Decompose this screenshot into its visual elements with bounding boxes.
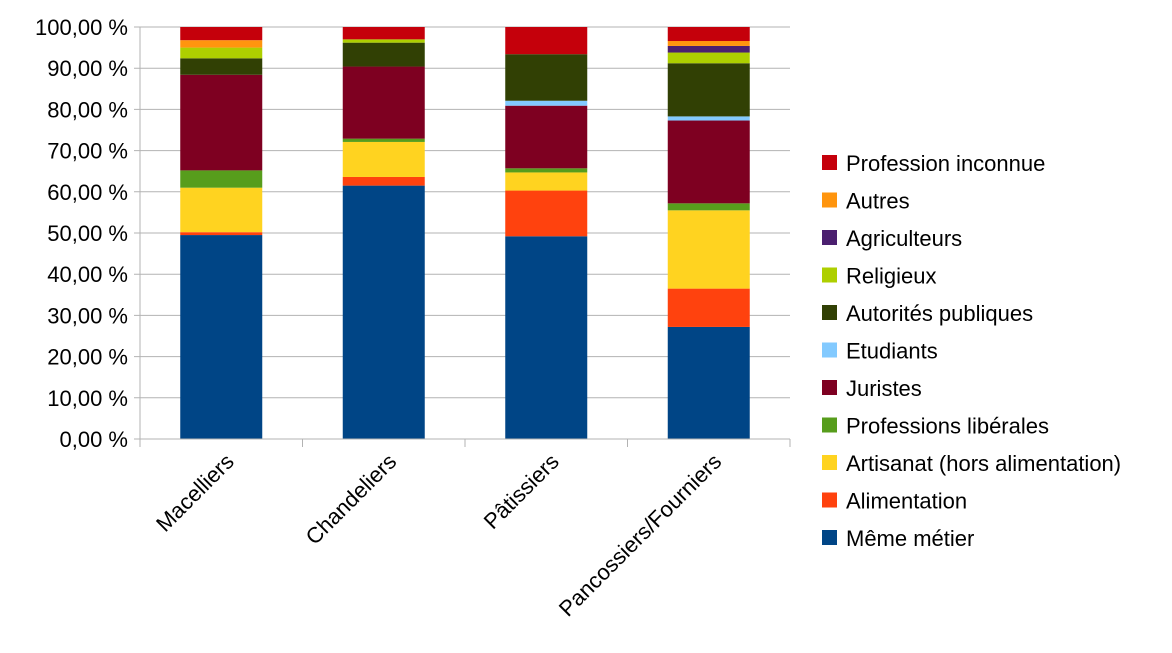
y-tick-label: 0,00 %	[60, 427, 129, 452]
y-tick-label: 60,00 %	[47, 180, 128, 205]
bar-segment	[342, 176, 425, 186]
bar-segment	[342, 42, 425, 67]
legend: Profession inconnue Autres Agriculteurs Rel…	[822, 151, 1121, 551]
bar-segment	[667, 120, 750, 204]
bars	[180, 27, 750, 439]
bar-segment	[505, 27, 588, 55]
bar-segment	[342, 39, 425, 43]
legend-label: Artisanat (hors alimentation)	[846, 451, 1121, 476]
y-tick-label: 70,00 %	[47, 139, 128, 164]
bar-segment	[667, 63, 750, 117]
bar-segment	[667, 45, 750, 53]
bar-segment	[342, 141, 425, 177]
legend-label: Juristes	[846, 376, 922, 401]
legend-label: Même métier	[846, 526, 974, 551]
x-category-label: Chandeliers	[301, 449, 402, 550]
bar-segment	[180, 232, 263, 236]
bar-segment	[667, 52, 750, 64]
bar-segment	[342, 27, 425, 40]
y-tick-label: 100,00 %	[35, 15, 128, 40]
legend-label: Agriculteurs	[846, 226, 962, 251]
y-tick-label: 80,00 %	[47, 97, 128, 122]
y-tick-label: 30,00 %	[47, 303, 128, 328]
bar-segment	[180, 58, 263, 75]
bar-segment	[505, 54, 588, 101]
bar-segment	[667, 116, 750, 121]
y-tick-label: 10,00 %	[47, 386, 128, 411]
bar-segment	[667, 210, 750, 289]
bar-segment	[180, 27, 263, 41]
bar-segment	[180, 40, 263, 48]
legend-label: Professions libérales	[846, 414, 1049, 439]
legend-label: Religieux	[846, 264, 937, 289]
legend-swatch	[822, 305, 837, 320]
bar-segment	[180, 47, 263, 59]
legend-swatch	[822, 155, 837, 170]
y-tick-label: 50,00 %	[47, 221, 128, 246]
legend-swatch	[822, 530, 837, 545]
legend-swatch	[822, 455, 837, 470]
legend-swatch	[822, 192, 837, 208]
y-tick-label: 20,00 %	[47, 345, 128, 370]
bar-segment	[180, 187, 263, 233]
legend-swatch	[822, 230, 837, 245]
bar-segment	[180, 170, 263, 188]
bar-segment	[342, 138, 425, 142]
legend-swatch	[822, 492, 837, 508]
bar-segment	[180, 74, 263, 171]
bar-segment	[505, 172, 588, 191]
bar-segment	[505, 105, 588, 169]
legend-label: Autres	[846, 189, 910, 214]
legend-swatch	[822, 267, 837, 283]
bar-segment	[505, 100, 588, 106]
bar-segment	[342, 185, 425, 439]
legend-swatch	[822, 342, 837, 358]
y-tick-label: 90,00 %	[47, 56, 128, 81]
legend-swatch	[822, 380, 837, 395]
bar-segment	[505, 190, 588, 237]
bar-segment	[505, 236, 588, 439]
bar-segment	[180, 235, 263, 439]
bar-segment	[505, 168, 588, 173]
legend-label: Autorités publiques	[846, 301, 1033, 326]
bar-segment	[667, 27, 750, 42]
x-category-label: Pancossiers/Fourniers	[554, 449, 726, 621]
legend-label: Alimentation	[846, 489, 967, 514]
bar-segment	[667, 203, 750, 211]
bar-segment	[667, 326, 750, 439]
bar-segment	[667, 288, 750, 327]
bar-segment	[342, 66, 425, 139]
legend-label: Etudiants	[846, 339, 938, 364]
legend-swatch	[822, 417, 837, 433]
legend-label: Profession inconnue	[846, 151, 1045, 176]
y-tick-label: 40,00 %	[47, 262, 128, 287]
bar-segment	[667, 41, 750, 46]
x-category-label: Pâtissiers	[479, 449, 564, 534]
x-category-label: Macelliers	[151, 449, 239, 537]
